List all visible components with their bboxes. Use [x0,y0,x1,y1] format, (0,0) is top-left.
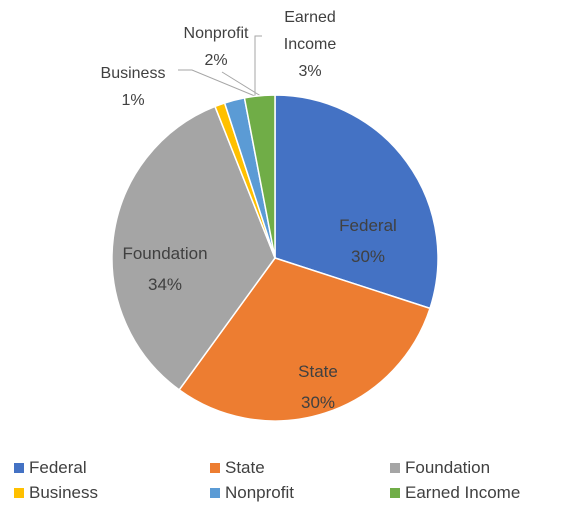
legend-item: Federal [14,458,87,478]
data-label-value: 3% [298,63,322,80]
data-label-value: 30% [300,393,336,412]
legend-swatch [210,463,220,473]
legend-label: State [225,458,265,477]
legend-swatch [390,463,400,473]
data-label-name: Business [100,65,166,82]
data-label-name: Federal [339,216,397,235]
legend-label: Foundation [405,458,491,477]
leader-line [221,71,265,99]
leader-lines [178,35,268,102]
legend-label: Nonprofit [225,483,294,502]
data-label: State 30% [258,356,378,418]
data-label-name: Foundation [122,244,208,263]
legend-label: Federal [29,458,87,477]
pie-slice [243,94,276,259]
data-label-value: 2% [204,52,228,69]
pie-slice [178,257,431,422]
leader-line [254,35,262,98]
data-label-value: 34% [147,275,183,294]
legend-swatch [390,488,400,498]
data-label-value: 30% [350,247,386,266]
legend-label: Business [29,483,98,502]
legend-item: State [210,458,265,478]
data-label-name: State [298,362,338,381]
data-label: Federal 30% [308,210,428,272]
legend-swatch [14,463,24,473]
data-label-value: 1% [121,92,145,109]
legend-item: Business [14,483,98,503]
pie-slice [274,94,439,310]
legend-label: Earned Income [405,483,521,502]
leader-line [178,69,268,102]
data-label: Nonprofit 2% [166,20,266,74]
legend-item: Earned Income [390,483,520,503]
legend-swatch [210,488,220,498]
data-label-name: Earned Income [283,9,337,53]
legend-item: Foundation [390,458,490,478]
data-label-name: Nonprofit [183,25,249,42]
data-label: Business 1% [83,60,183,114]
legend-item: Nonprofit [210,483,294,503]
data-label: Foundation 34% [100,238,230,300]
pie-slice [111,105,276,391]
data-label: Earned Income 3% [275,4,345,85]
legend-swatch [14,488,24,498]
